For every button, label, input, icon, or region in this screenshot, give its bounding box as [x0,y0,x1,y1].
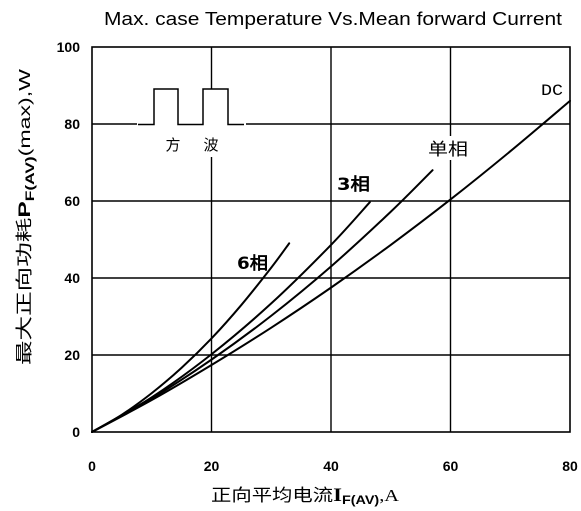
square-wave-icon: 方 波 [137,88,246,157]
x-tick-label: 0 [88,458,96,474]
series-label-single-phase: 单相 [428,140,468,160]
series-label-backing [425,136,471,160]
y-axis-label-symbol: P [15,201,34,217]
y-tick-label: 0 [72,424,80,440]
y-tick-label: 80 [64,116,80,132]
inset-label-right: 波 [203,136,218,154]
y-axis-label-subscript: F(AV) [23,156,37,201]
x-tick-label: 60 [443,458,459,474]
y-tick-label: 100 [57,39,81,55]
x-tick-label: 20 [204,458,220,474]
x-axis-label-suffix: ,A [379,486,400,505]
inset-label-left: 方 [165,136,180,154]
y-tick-label: 40 [64,270,80,286]
y-axis-label-text: 最大正向功耗 [15,218,35,365]
series-label-dc: DC [541,82,563,100]
y-tick-label: 60 [64,193,80,209]
series-line-single-phase [91,169,434,433]
square-wave-trace [138,88,244,126]
x-axis-label: 正向平均电流 IF(AV) ,A [211,485,400,507]
chart-title: Max. case Temperature Vs.Mean forward Cu… [104,9,562,29]
x-tick-label: 80 [562,458,578,474]
series-label-six-phase: 6相 [237,253,268,274]
x-axis-label-text: 正向平均电流 [211,486,333,506]
y-tick-label: 20 [64,347,80,363]
tick-labels: 0 20 40 60 80 0 20 40 60 80 100 [57,39,578,474]
y-axis-label-suffix: (max),W [17,68,34,157]
x-axis-label-subscript: F(AV) [342,493,379,507]
series [91,99,571,433]
y-axis-label: 最大正向功耗PF(AV)(max),W [15,68,37,365]
x-tick-label: 40 [323,458,339,474]
plot-area-border [91,46,571,433]
x-axis-label-symbol: I [333,485,342,506]
series-label-three-phase: 3相 [337,174,370,195]
series-line-dc [91,99,571,433]
